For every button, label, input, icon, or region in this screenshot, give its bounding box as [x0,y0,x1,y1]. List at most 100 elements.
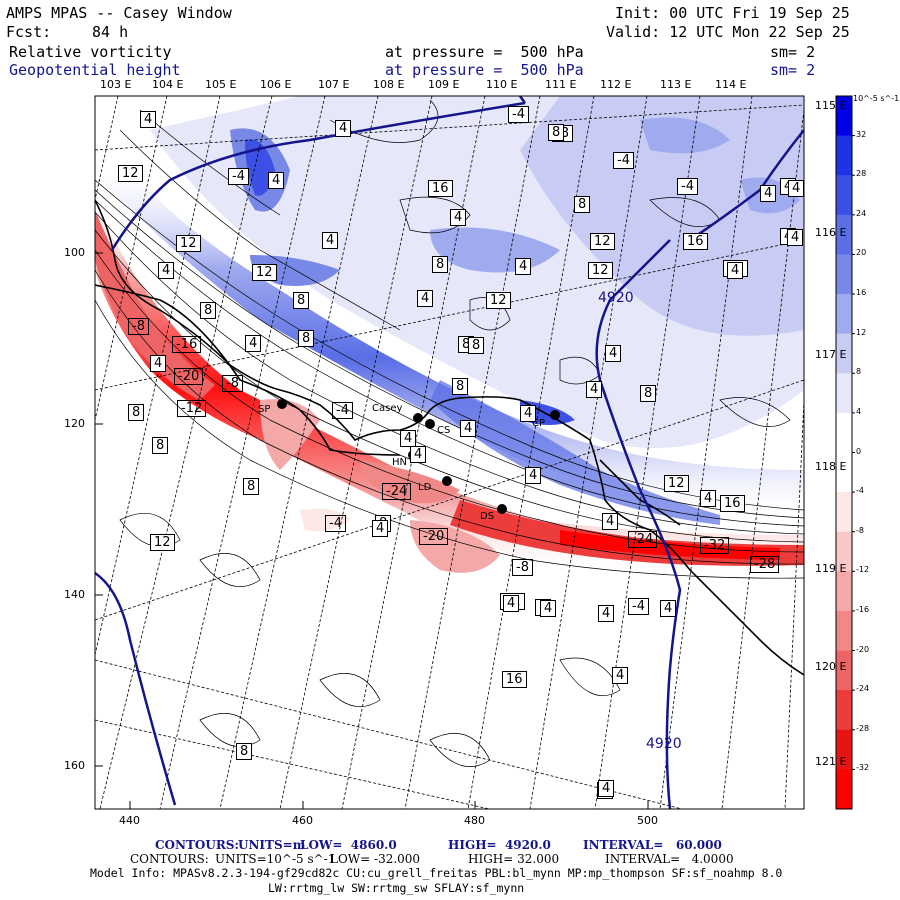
footer-contours-label: CONTOURS: [130,852,209,866]
blue-vorticity-band [100,160,804,520]
colorbar-segment [836,531,852,572]
contour-label-positive: 12 [590,233,615,250]
colorbar-level-label: 4 [856,406,862,416]
model-title: AMPS MPAS -- Casey Window [6,4,232,22]
contour-label-positive: 4 [598,605,615,622]
colorbar-segment [836,333,852,374]
footer-low: LOW= 4860.0 [300,838,397,852]
station-label: CP [532,418,546,429]
contour-label-positive: 4 [605,345,622,362]
colorbar-unit: 10^-5 s^-1 [853,94,900,103]
contour-label-negative: -4 [628,598,649,615]
station-label: DS [480,511,495,522]
colorbar-segment [836,412,852,453]
right-longitude-label: 119 E [815,562,847,575]
contour-label-positive: 4 [410,446,427,463]
top-longitude-label: 109 E [428,78,460,91]
contour-label-positive: 4 [158,262,175,279]
contour-label-positive: 4 [660,600,677,617]
station-casey-marker [413,413,423,423]
contour-label-positive: 8 [432,256,449,273]
contour-label-negative: -24 [382,483,412,500]
station-cp-marker [550,410,560,420]
colorbar-level-label: 28 [856,169,867,179]
colorbar-segment [836,690,852,731]
forecast-label: Fcst: [6,23,52,41]
field2-pressure: at pressure = 500 hPa [385,61,584,79]
right-longitude-label: 117 E [815,348,847,361]
colorbar-segment [836,610,852,652]
contour-label-negative: -20 [419,528,449,545]
field2-name: Geopotential height [9,61,181,79]
colorbar-segment [836,650,852,691]
station-label: Casey [372,403,403,414]
contour-label-positive: 8 [298,330,315,347]
contour-label-positive: 4 [612,667,629,684]
contour-label-negative: -4 [332,402,353,419]
station-label: SP [258,404,271,415]
top-longitude-label: 106 E [260,78,292,91]
top-longitude-label: 108 E [373,78,405,91]
contour-label-positive: 8 [293,292,310,309]
contour-label-positive: 12 [176,235,201,252]
contour-label-positive: 4 [515,258,532,275]
station-label: LD [418,482,432,493]
station-cs-marker [425,419,435,429]
colorbar-level-label: -28 [856,723,870,733]
station-ds-marker [497,504,507,514]
colorbar-segment [836,373,852,414]
contour-label-positive: 4 [586,381,603,398]
footer-interval: INTERVAL= 4.0000 [605,852,734,866]
contour-label-positive: 8 [548,124,565,141]
field1-name: Relative vorticity [9,43,172,61]
colorbar-level-label: -8 [856,525,864,535]
contour-label-positive: 12 [486,292,511,309]
right-longitude-label: 118 E [815,460,847,473]
colorbar-segment [836,96,852,137]
top-longitude-label: 104 E [152,78,184,91]
colorbar-level-label: 0 [856,446,862,456]
contour-label-positive: 8 [574,196,591,213]
contour-label-positive: 16 [720,495,745,512]
footer-interval: INTERVAL= 60.000 [583,838,722,852]
right-longitude-label: 120 E [815,660,847,673]
contour-label-positive: 12 [150,534,175,551]
field1-smoothing: sm= 2 [770,43,816,61]
contour-label-negative: -8 [512,559,533,576]
top-longitude-label: 107 E [318,78,350,91]
colorbar-level-label: -32 [856,763,870,773]
contour-label-positive: 8 [452,378,469,395]
contour-label-positive: 8 [236,743,253,760]
contour-label-positive: 4 [788,180,805,197]
contour-label-positive: 8 [128,404,145,421]
contour-label-positive: 4 [727,262,744,279]
colorbar-level-label: -12 [856,565,870,575]
contour-label-positive: 4 [540,600,557,617]
contour-label-positive: 4 [520,405,537,422]
contour-label-positive: 8 [200,302,217,319]
colorbar-level-label: 20 [856,248,867,258]
contour-label-positive: 4 [372,520,389,537]
contour-label-negative: -8 [128,318,149,335]
top-longitude-label: 103 E [100,78,132,91]
x-tick-label: 440 [119,814,140,827]
contour-label-positive: 4 [322,232,339,249]
top-longitude-label: 105 E [205,78,237,91]
contour-label-positive: 4 [460,420,477,437]
right-longitude-label: 115 E [815,99,847,112]
contour-label-positive: 4 [268,172,285,189]
contour-label-negative: -4 [325,515,346,532]
y-tick-label: 120 [64,417,85,430]
footer-units: UNITS=m [238,838,306,852]
contour-label-negative: -16 [172,336,202,353]
colorbar-level-label: 32 [856,129,867,139]
colorbar-level-label: 8 [856,367,862,377]
top-longitude-label: 111 E [545,78,577,91]
colorbar-level-label: 12 [856,327,867,337]
station-label: CS [437,425,451,436]
colorbar-level-label: -20 [856,644,870,654]
contour-label-positive: -4 [677,178,698,195]
contour-label-positive: 4 [245,335,262,352]
colorbar-level-label: 24 [856,208,867,218]
footer-model-info-2: LW:rrtmg_lw SW:rrtmg_sw SFLAY:sf_mynn [268,881,525,895]
